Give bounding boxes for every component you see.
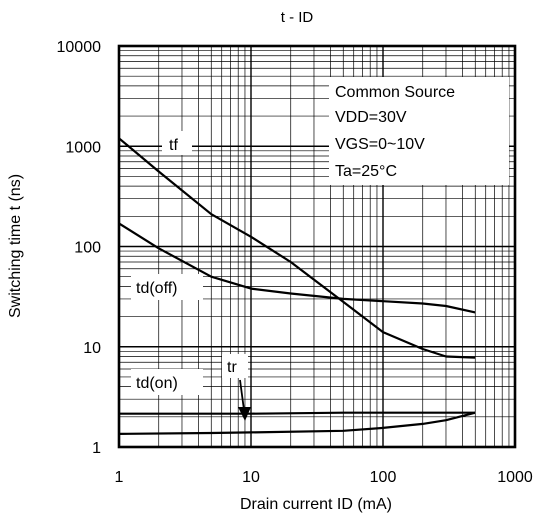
plot-frame: [117, 44, 517, 449]
y-tick-label: 100: [74, 240, 101, 257]
y-tick-label: 10: [83, 340, 101, 357]
x-tick-label: 1000: [497, 469, 533, 486]
chart-title: t - ID: [281, 9, 314, 26]
x-tick-label: 10: [242, 469, 260, 486]
series-label-tdoff: td(off): [136, 280, 178, 297]
series-label-tr-background: [222, 354, 248, 378]
y-tick-label: 10000: [57, 39, 102, 56]
annotation-vdd: VDD=30V: [335, 109, 407, 126]
annotation-vgs: VGS=0~10V: [335, 136, 425, 153]
tr-arrow-head: [238, 407, 251, 421]
x-tick-label: 1: [115, 469, 124, 486]
y-tick-labels: 1 10 100 1000 10000: [57, 39, 102, 457]
annotation-ta: Ta=25°C: [335, 163, 397, 180]
series-line-tdon: [119, 411, 476, 415]
series-label-tdoff-group: td(off): [131, 274, 203, 300]
series-label-tdoff-background: [131, 274, 203, 300]
series-label-tr: tr: [227, 359, 237, 376]
series-label-tf: tf: [169, 137, 178, 154]
series-label-tdon: td(on): [136, 375, 178, 392]
series-line-tr: [118, 411, 476, 435]
annotation-common-source: Common Source: [335, 84, 455, 101]
x-tick-labels: 1 10 100 1000: [115, 469, 533, 486]
conditions-background: [329, 77, 509, 185]
series-label-tdon-background: [131, 369, 203, 395]
series-label-tf-group: tf: [162, 131, 192, 155]
y-tick-label: 1: [92, 440, 101, 457]
data-curves: [118, 137, 476, 435]
y-tick-label: 1000: [65, 139, 101, 156]
tr-arrow-shaft: [239, 379, 245, 411]
y-axis-label: Switching time t (ns): [7, 174, 24, 318]
series-line-tdoff: [118, 222, 476, 314]
series-label-tdon-group: td(on): [131, 369, 203, 395]
conditions-legend: Common Source VDD=30V VGS=0~10V Ta=25°C: [329, 77, 509, 185]
series-label-tr-group: tr: [222, 354, 251, 421]
series-label-tf-background: [162, 131, 192, 155]
series-line-tf: [118, 137, 476, 359]
x-axis-label: Drain current ID (mA): [240, 496, 392, 513]
x-tick-label: 100: [370, 469, 397, 486]
